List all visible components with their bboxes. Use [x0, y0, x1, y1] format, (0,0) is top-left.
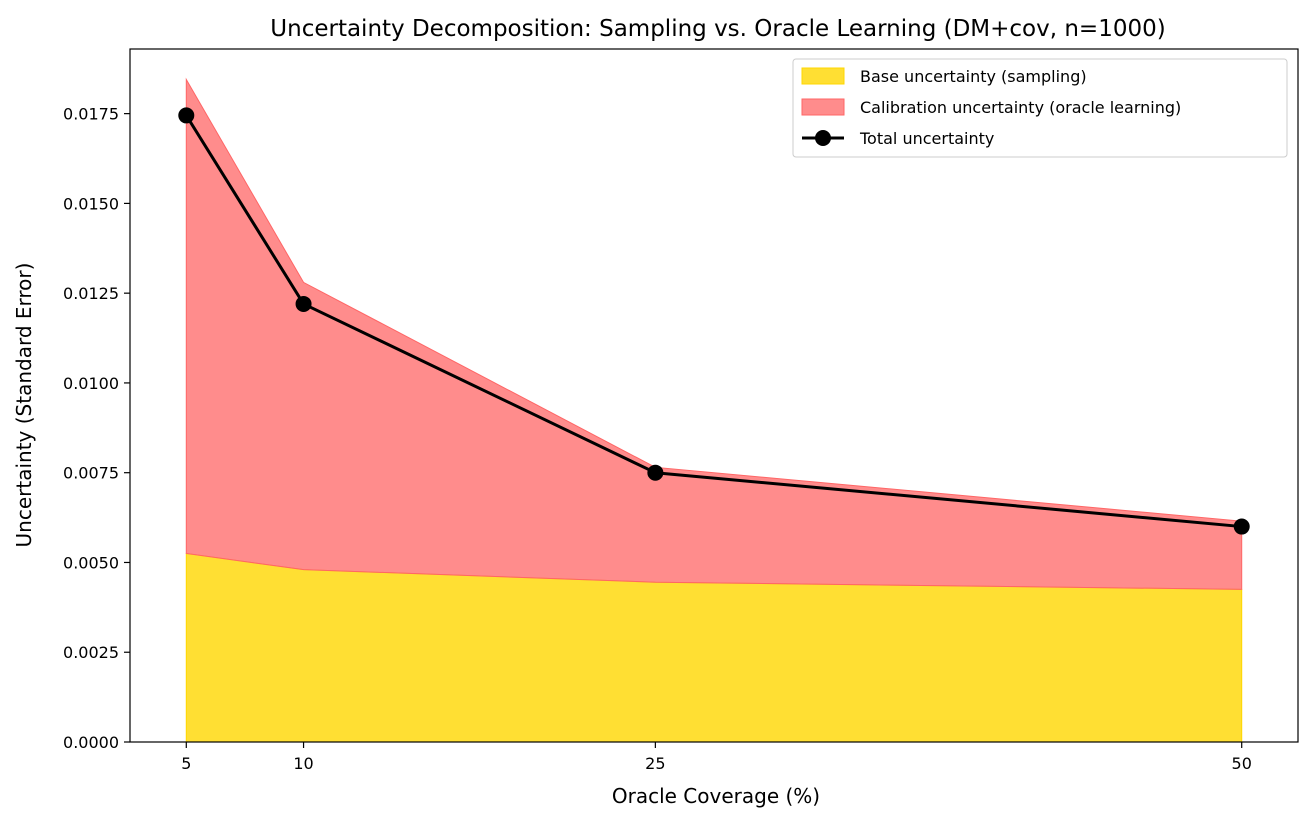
y-tick-label: 0.0100 [63, 374, 119, 393]
x-tick-label: 10 [293, 754, 313, 773]
y-tick-label: 0.0175 [63, 105, 119, 124]
legend-swatch-total-marker [815, 130, 831, 146]
plot-area [178, 77, 1250, 743]
legend-label-calibration: Calibration uncertainty (oracle learning… [860, 98, 1181, 117]
total-uncertainty-point [295, 295, 312, 312]
y-axis-title: Uncertainty (Standard Error) [12, 263, 36, 548]
x-tick-label: 5 [181, 754, 191, 773]
legend: Base uncertainty (sampling) Calibration u… [792, 58, 1288, 158]
total-uncertainty-point [647, 464, 664, 481]
y-tick-label: 0.0075 [63, 464, 119, 483]
axes: 0.0000 0.0025 0.0050 0.0075 0.0100 0.0125 0.01… [63, 48, 1299, 773]
chart-title: Uncertainty Decomposition: Sampling vs. … [270, 16, 1165, 42]
y-tick-label: 0.0000 [63, 733, 119, 752]
y-tick-label: 0.0025 [63, 643, 119, 662]
x-tick-label: 25 [645, 754, 665, 773]
y-tick-label: 0.0050 [63, 553, 119, 572]
y-tick-label: 0.0150 [63, 194, 119, 213]
legend-swatch-calibration [801, 98, 845, 116]
legend-label-base: Base uncertainty (sampling) [860, 67, 1087, 86]
plot-frame [129, 48, 1299, 743]
total-uncertainty-point [1233, 518, 1250, 535]
x-tick-label: 50 [1232, 754, 1252, 773]
legend-label-total: Total uncertainty [859, 129, 994, 148]
total-uncertainty-line [185, 114, 1242, 529]
legend-box [792, 58, 1288, 158]
y-tick-label: 0.0125 [63, 284, 119, 303]
legend-swatch-base [801, 67, 845, 85]
total-uncertainty-point [178, 107, 195, 124]
x-axis-title: Oracle Coverage (%) [612, 784, 820, 808]
